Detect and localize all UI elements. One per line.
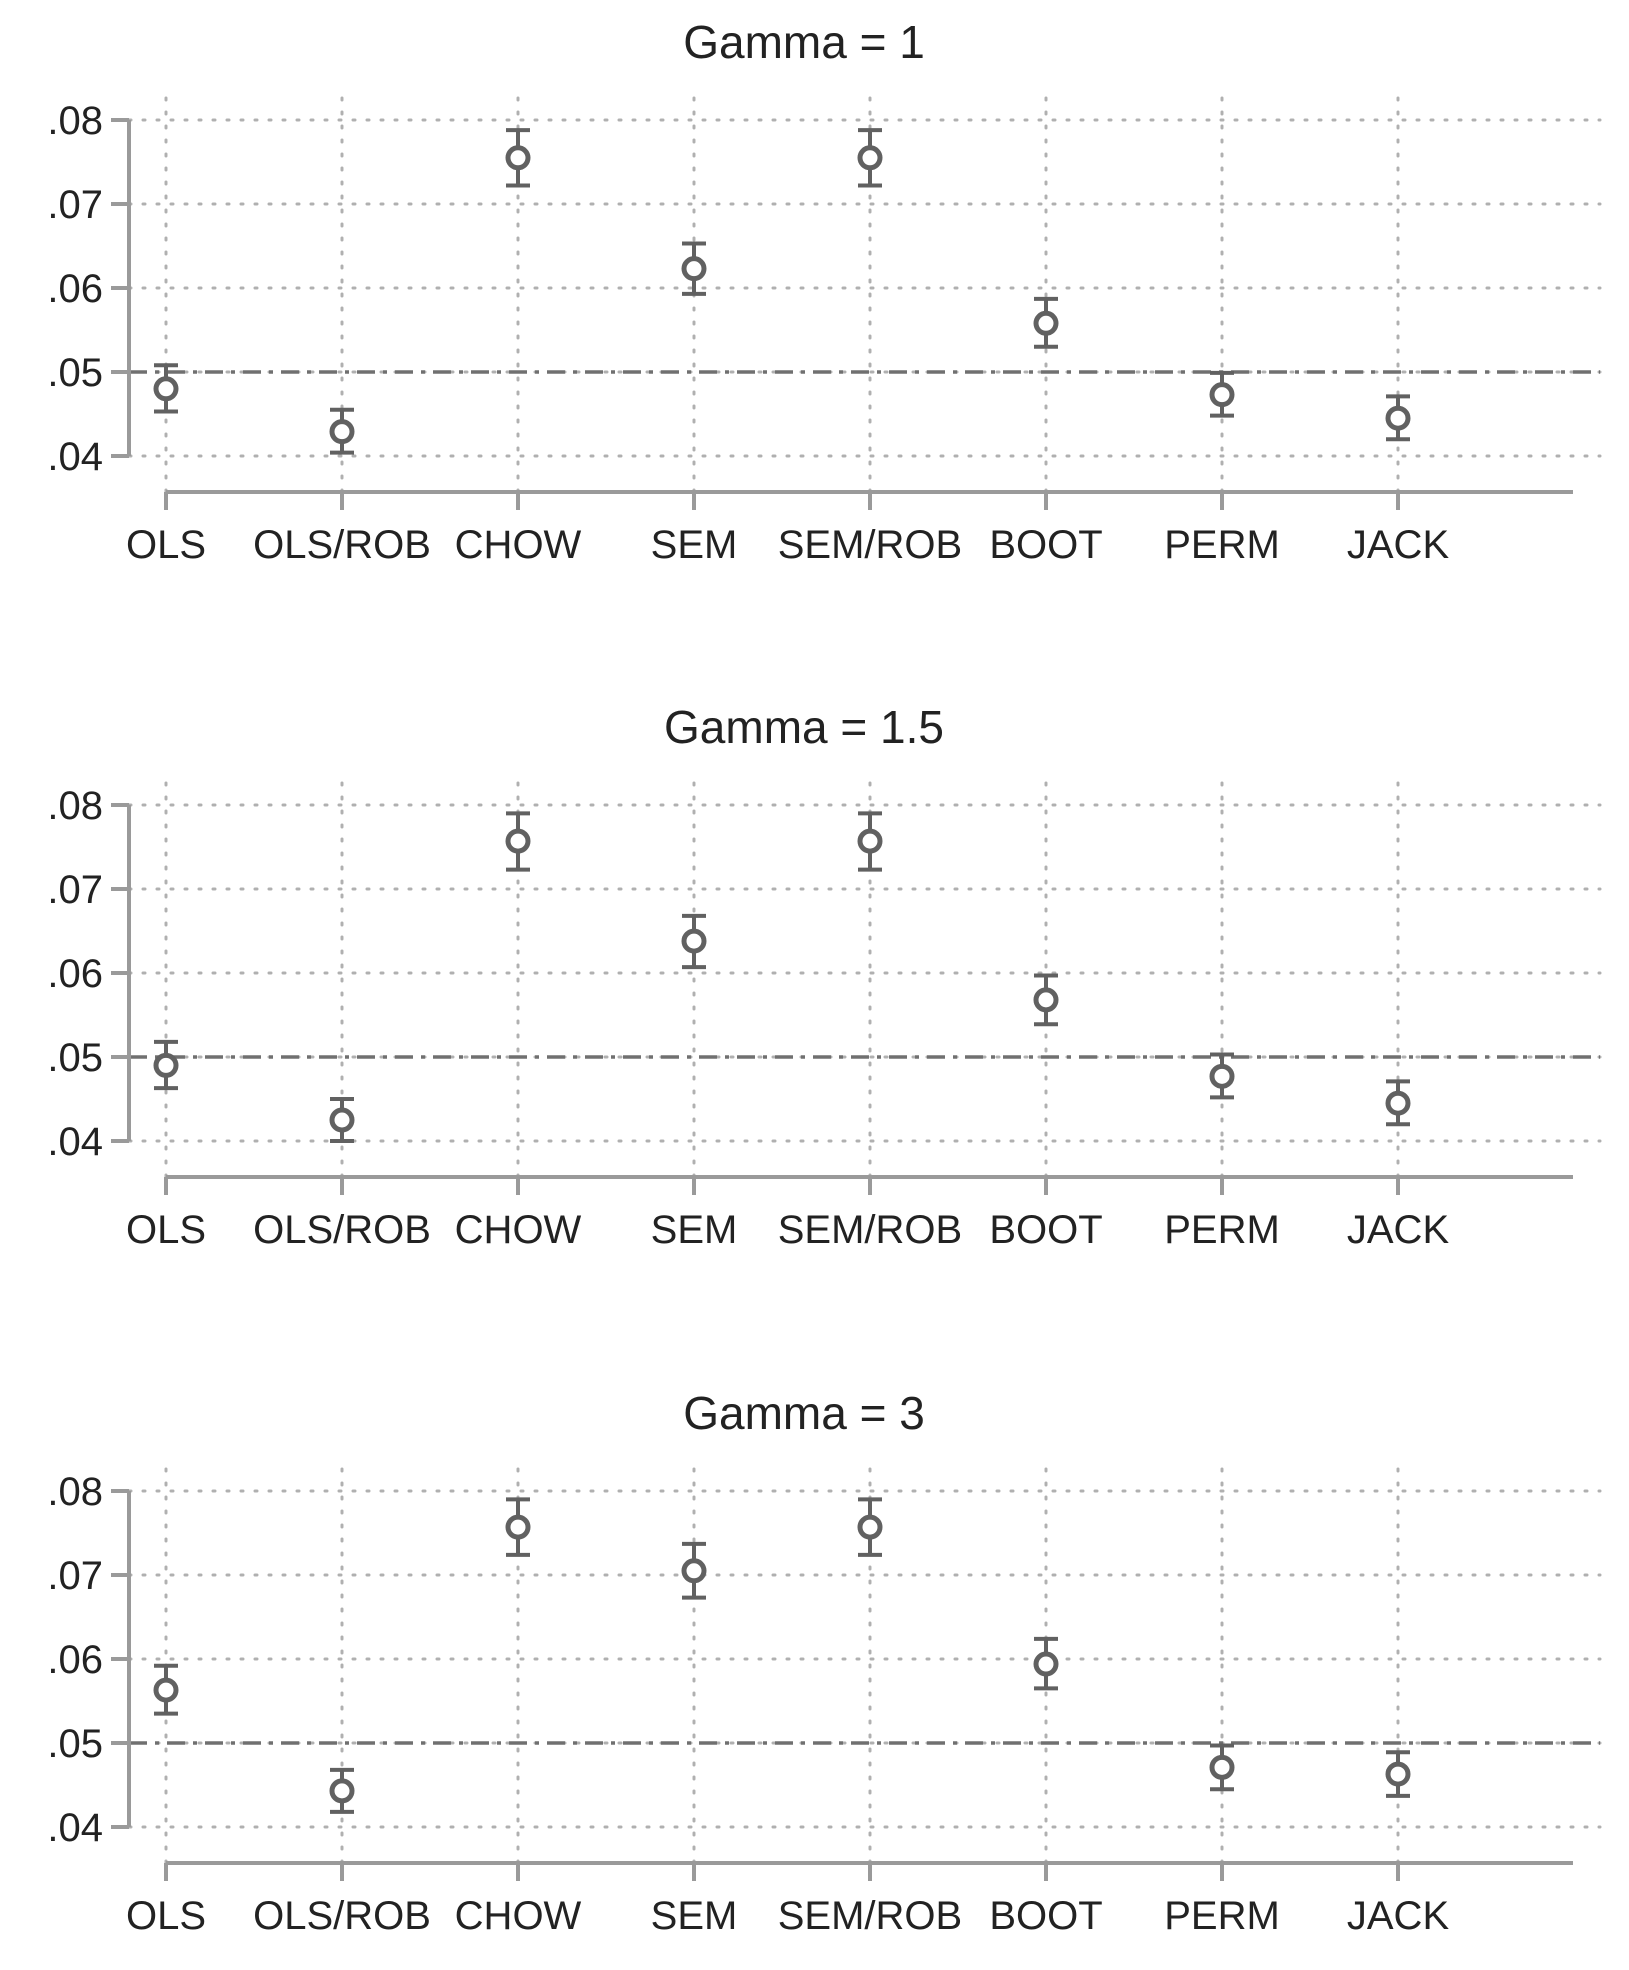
data-point <box>1033 1651 1059 1677</box>
y-tick-label: .04 <box>47 435 103 479</box>
y-tick-label: .05 <box>47 1722 103 1766</box>
x-tick-label: OLS <box>126 1894 206 1938</box>
x-tick-label: SEM/ROB <box>778 523 962 567</box>
y-tick-label: .05 <box>47 351 103 395</box>
data-point <box>329 1107 355 1133</box>
x-tick-label: BOOT <box>989 1208 1102 1252</box>
x-tick-label: PERM <box>1164 1894 1280 1938</box>
data-point <box>153 1052 179 1078</box>
data-point <box>857 828 883 854</box>
y-tick-label: .05 <box>47 1036 103 1080</box>
x-tick-label: OLS/ROB <box>253 523 431 567</box>
data-point <box>681 928 707 954</box>
y-tick-label: .04 <box>47 1806 103 1850</box>
x-tick-label: OLS/ROB <box>253 1208 431 1252</box>
data-point <box>1033 310 1059 336</box>
chart-panel-2: Gamma = 1.5 .04 .05 .06 .07 .08 OLS OLS/ROB CHOW… <box>47 701 1602 1252</box>
x-tick-label: CHOW <box>455 1208 582 1252</box>
chart-title: Gamma = 1.5 <box>664 701 944 753</box>
y-tick-label: .07 <box>47 1554 103 1598</box>
data-point <box>505 145 531 171</box>
y-tick-label: .06 <box>47 267 103 311</box>
x-tick-label: BOOT <box>989 523 1102 567</box>
x-tick-label: OLS <box>126 1208 206 1252</box>
x-tick-label: PERM <box>1164 1208 1280 1252</box>
x-tick-label: OLS/ROB <box>253 1894 431 1938</box>
data-point <box>1033 987 1059 1013</box>
x-tick-label: BOOT <box>989 1894 1102 1938</box>
data-point <box>681 256 707 282</box>
x-tick-label: SEM/ROB <box>778 1894 962 1938</box>
y-tick-label: .06 <box>47 1638 103 1682</box>
y-tick-label: .06 <box>47 952 103 996</box>
chart-panel-3: Gamma = 3 .04 .05 .06 .07 .08 OLS OLS/ROB CHOW SE… <box>47 1387 1602 1938</box>
x-tick-label: CHOW <box>455 1894 582 1938</box>
data-point <box>329 419 355 445</box>
data-point <box>329 1778 355 1804</box>
x-tick-label: SEM <box>651 1208 738 1252</box>
chart-title: Gamma = 1 <box>683 16 925 68</box>
data-point <box>153 376 179 402</box>
x-tick-label: SEM/ROB <box>778 1208 962 1252</box>
data-point <box>505 828 531 854</box>
chart-panel-1: Gamma = 1 .04 .05 .06 .07 .08 OLS OLS/ROB CHOW SE… <box>47 16 1602 567</box>
y-tick-label: .07 <box>47 183 103 227</box>
y-tick-label: .07 <box>47 868 103 912</box>
data-point <box>857 1514 883 1540</box>
x-tick-label: CHOW <box>455 523 582 567</box>
x-tick-label: JACK <box>1347 523 1450 567</box>
data-point <box>505 1514 531 1540</box>
x-tick-label: JACK <box>1347 1208 1450 1252</box>
data-point <box>1209 1063 1235 1089</box>
y-tick-label: .08 <box>47 784 103 828</box>
y-tick-label: .08 <box>47 99 103 143</box>
data-point <box>681 1558 707 1584</box>
data-point <box>1385 1090 1411 1116</box>
x-tick-label: JACK <box>1347 1894 1450 1938</box>
x-tick-label: PERM <box>1164 523 1280 567</box>
data-point <box>153 1677 179 1703</box>
data-point <box>857 145 883 171</box>
data-point <box>1385 405 1411 431</box>
chart-title: Gamma = 3 <box>683 1387 925 1439</box>
x-tick-label: SEM <box>651 1894 738 1938</box>
x-tick-label: SEM <box>651 523 738 567</box>
y-tick-label: .04 <box>47 1120 103 1164</box>
y-tick-label: .08 <box>47 1470 103 1514</box>
data-point <box>1209 382 1235 408</box>
data-point <box>1385 1761 1411 1787</box>
data-point <box>1209 1754 1235 1780</box>
x-tick-label: OLS <box>126 523 206 567</box>
